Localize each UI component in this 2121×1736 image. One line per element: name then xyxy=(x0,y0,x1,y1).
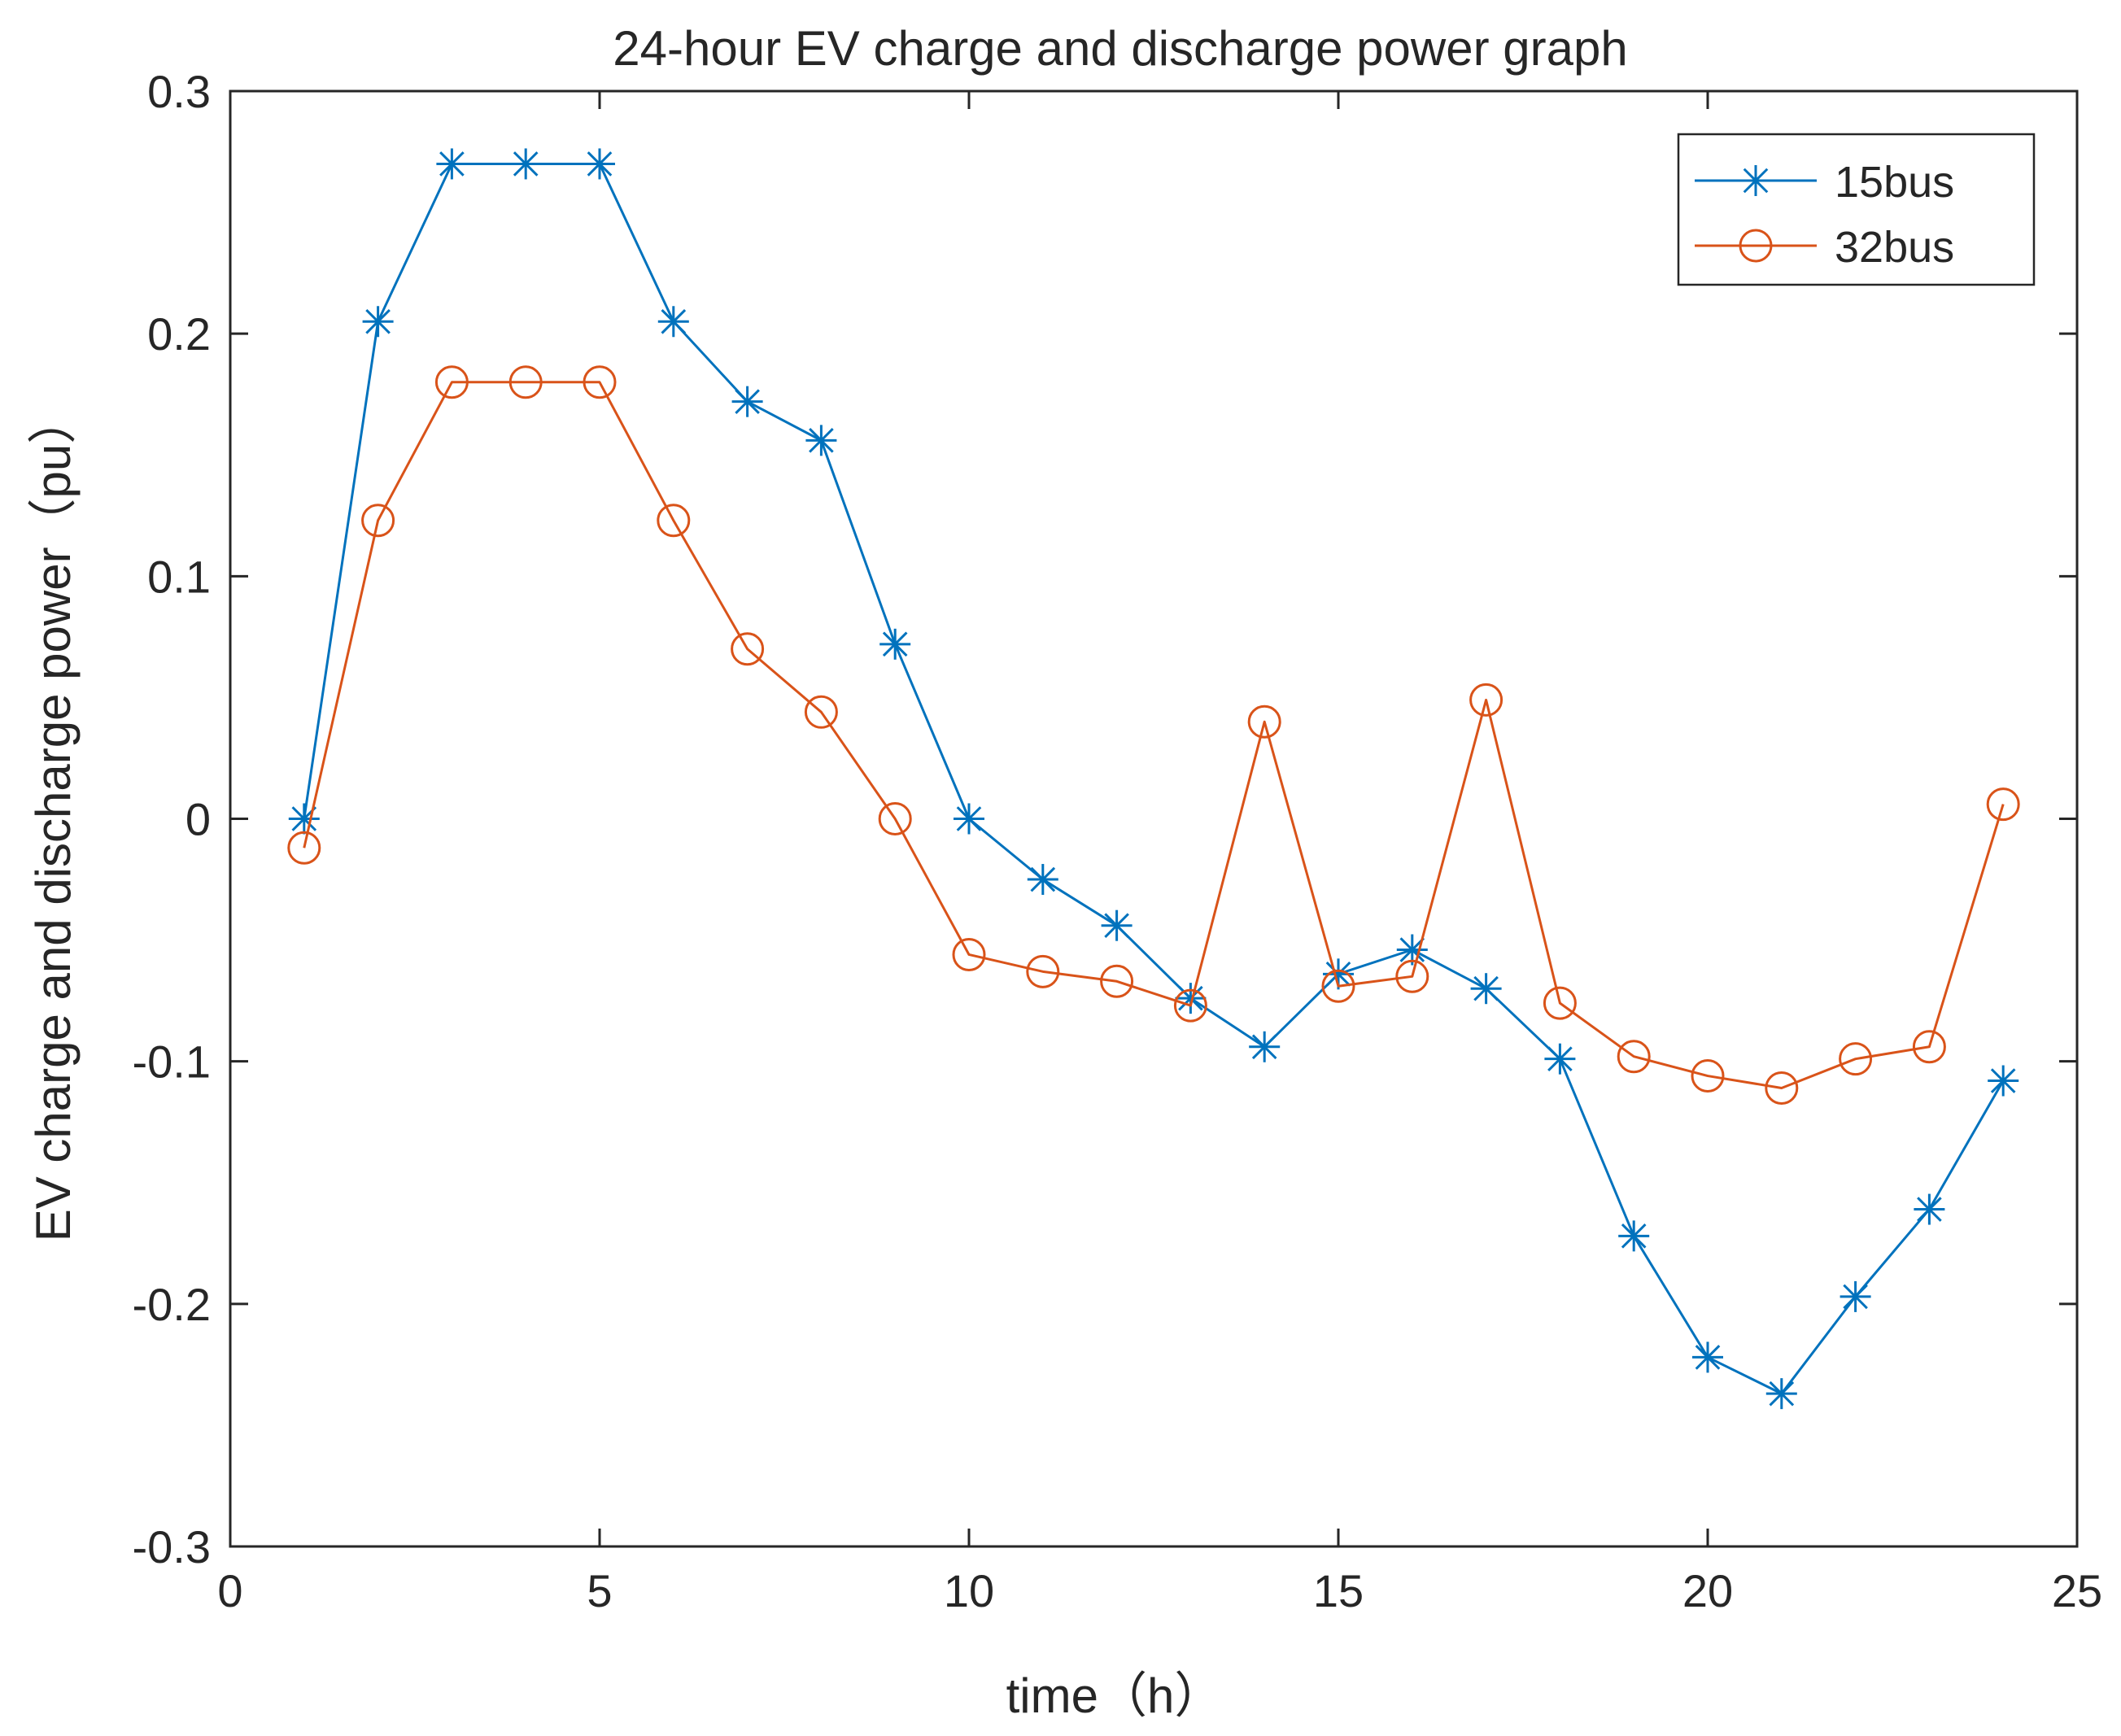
data-point-15bus xyxy=(1988,1065,2019,1097)
x-axis: 0 5 10 15 20 25 xyxy=(217,91,2102,1616)
series-layer xyxy=(287,148,2020,1410)
data-point-15bus xyxy=(1470,973,1502,1005)
y-tick-label: 0.1 xyxy=(147,551,211,602)
data-point-32bus xyxy=(1026,954,1060,988)
data-point-32bus xyxy=(1691,1059,1725,1093)
x-tick-label: 20 xyxy=(1682,1565,1733,1616)
data-point-32bus xyxy=(1100,964,1134,998)
legend-box xyxy=(1677,133,2036,286)
data-point-32bus xyxy=(1765,1071,1799,1105)
data-point-15bus xyxy=(1544,1043,1576,1075)
plot-area xyxy=(229,89,2079,1548)
data-point-15bus xyxy=(731,386,763,417)
y-tick-label: 0.3 xyxy=(147,66,211,117)
data-point-32bus xyxy=(731,632,765,666)
data-point-15bus xyxy=(954,803,984,835)
data-point-15bus xyxy=(1914,1193,1945,1225)
data-point-15bus xyxy=(1027,864,1058,896)
data-point-32bus xyxy=(508,365,543,399)
data-point-15bus xyxy=(1101,909,1133,941)
data-point-15bus xyxy=(1175,983,1207,1014)
y-tick-label: 0.2 xyxy=(147,308,211,360)
data-point-15bus xyxy=(362,306,394,338)
data-point-15bus xyxy=(805,425,837,456)
data-point-32bus xyxy=(1395,959,1429,993)
legend-label-15bus: 15bus xyxy=(1835,158,1954,207)
x-tick-label: 5 xyxy=(587,1565,612,1616)
data-point-15bus xyxy=(1618,1220,1650,1252)
series-line-32bus xyxy=(303,381,2005,1089)
data-point-32bus xyxy=(657,504,691,538)
data-point-15bus xyxy=(1765,1378,1797,1410)
data-point-15bus xyxy=(288,803,320,835)
legend-symbol-32bus xyxy=(1739,229,1773,263)
x-tick-label: 25 xyxy=(2052,1565,2102,1616)
data-point-32bus xyxy=(1469,683,1503,717)
data-point-32bus xyxy=(1839,1042,1873,1076)
data-point-32bus xyxy=(1986,787,2020,822)
data-point-15bus xyxy=(657,306,689,338)
data-point-32bus xyxy=(1617,1040,1651,1074)
x-tick-label: 10 xyxy=(944,1565,994,1616)
chart-title: 24-hour EV charge and discharge power gr… xyxy=(613,21,1627,76)
y-tick-label: -0.3 xyxy=(133,1521,212,1572)
data-point-15bus xyxy=(510,148,542,180)
x-tick-label: 0 xyxy=(217,1565,242,1616)
legend-marker-32bus xyxy=(1739,229,1773,263)
data-point-32bus xyxy=(287,831,321,865)
y-axis: -0.3 -0.2 -0.1 0 0.1 0.2 0.3 xyxy=(133,66,2077,1572)
y-tick-label: -0.2 xyxy=(133,1279,212,1330)
legend-marker-15bus xyxy=(1740,165,1771,196)
data-point-32bus xyxy=(1173,988,1207,1023)
data-point-15bus xyxy=(436,148,468,180)
data-point-32bus xyxy=(1247,704,1281,739)
data-point-15bus xyxy=(1249,1031,1281,1062)
series-32bus xyxy=(287,365,2020,1105)
data-point-15bus xyxy=(1692,1341,1723,1373)
data-point-15bus xyxy=(584,148,615,180)
legend: 15bus 32bus xyxy=(1677,133,2036,286)
series-15bus xyxy=(288,148,2019,1410)
data-point-32bus xyxy=(804,695,838,729)
legend-symbol-15bus xyxy=(1740,165,1771,196)
data-point-32bus xyxy=(361,504,395,538)
data-point-32bus xyxy=(434,365,469,399)
data-point-15bus xyxy=(879,628,911,660)
legend-label-32bus: 32bus xyxy=(1835,223,1954,272)
data-point-32bus xyxy=(1912,1030,1946,1064)
y-tick-label: 0 xyxy=(185,794,211,845)
data-point-32bus xyxy=(1543,986,1577,1020)
x-tick-label: 15 xyxy=(1313,1565,1364,1616)
data-point-15bus xyxy=(1840,1280,1871,1312)
y-tick-label: -0.1 xyxy=(133,1036,212,1088)
data-point-32bus xyxy=(583,365,617,399)
data-point-32bus xyxy=(952,937,986,971)
data-point-32bus xyxy=(878,802,912,835)
data-point-32bus xyxy=(1321,969,1355,1003)
x-axis-title: time（h） xyxy=(1006,1668,1224,1723)
y-axis-title: EV charge and discharge power（pu） xyxy=(26,395,81,1242)
